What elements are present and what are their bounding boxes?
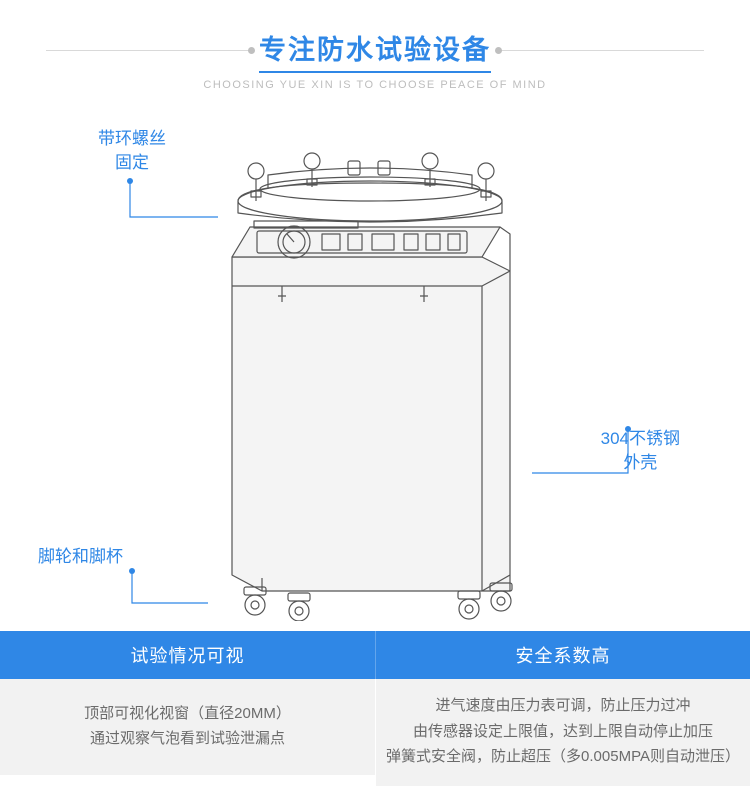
callout-ring-line1: 带环螺丝 <box>98 127 166 151</box>
callout-ring-line2: 固定 <box>98 151 166 175</box>
table-body-right: 进气速度由压力表可调，防止压力过冲 由传感器设定上限值，达到上限自动停止加压 弹… <box>375 679 750 786</box>
deco-line-left <box>46 50 251 51</box>
callout-ring: 带环螺丝 固定 <box>98 127 166 175</box>
title-row: 专注防水试验设备 <box>0 28 750 73</box>
table-body-left: 顶部可视化视窗（直径20MM） 通过观察气泡看到试验泄漏点 <box>0 679 375 775</box>
callout-shell-line1: 304不锈钢 <box>601 427 680 451</box>
table-right-line2: 由传感器设定上限值，达到上限自动停止加压 <box>384 719 742 745</box>
table-col-left: 试验情况可视 顶部可视化视窗（直径20MM） 通过观察气泡看到试验泄漏点 <box>0 631 375 786</box>
page-title: 专注防水试验设备 <box>259 28 491 73</box>
device-illustration <box>172 131 572 621</box>
callout-wheel-line1: 脚轮和脚杯 <box>38 545 123 569</box>
table-col-right: 安全系数高 进气速度由压力表可调，防止压力过冲 由传感器设定上限值，达到上限自动… <box>375 631 750 786</box>
table-left-line1: 顶部可视化视窗（直径20MM） <box>8 701 367 727</box>
table-right-line3: 弹簧式安全阀，防止超压（多0.005MPA则自动泄压） <box>384 744 742 770</box>
table-head-left: 试验情况可视 <box>0 631 375 679</box>
table-right-line1: 进气速度由压力表可调，防止压力过冲 <box>384 693 742 719</box>
feature-table: 试验情况可视 顶部可视化视窗（直径20MM） 通过观察气泡看到试验泄漏点 安全系… <box>0 631 750 786</box>
table-left-line2: 通过观察气泡看到试验泄漏点 <box>8 726 367 752</box>
deco-line-right <box>499 50 704 51</box>
header: 专注防水试验设备 CHOOSING YUE XIN IS TO CHOOSE P… <box>0 0 750 91</box>
diagram-area: 带环螺丝 固定 304不锈钢 外壳 脚轮和脚杯 <box>0 91 750 631</box>
callout-shell: 304不锈钢 外壳 <box>601 427 680 475</box>
callout-shell-line2: 外壳 <box>601 451 680 475</box>
callout-wheel: 脚轮和脚杯 <box>38 545 123 569</box>
page-subtitle: CHOOSING YUE XIN IS TO CHOOSE PEACE OF M… <box>0 79 750 91</box>
table-head-right: 安全系数高 <box>375 631 750 679</box>
